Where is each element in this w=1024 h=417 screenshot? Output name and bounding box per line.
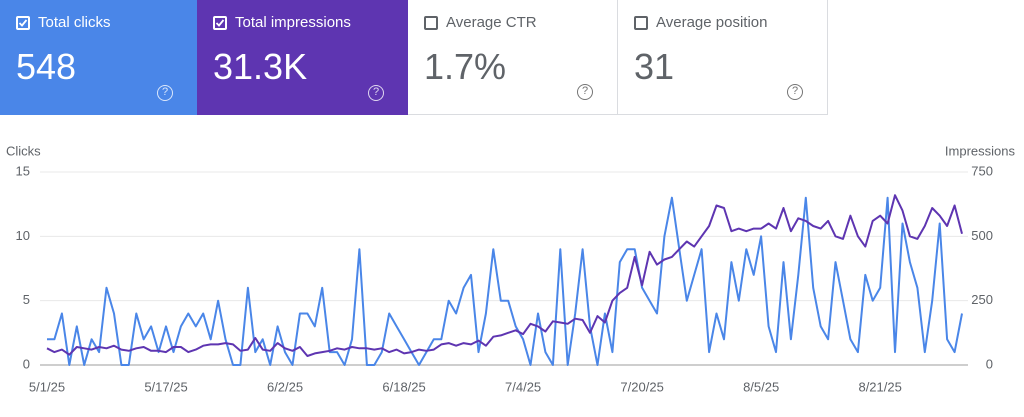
checkbox[interactable] xyxy=(424,16,438,30)
checkbox[interactable] xyxy=(634,16,648,30)
metric-card[interactable]: Average CTR 1.7%? xyxy=(408,0,618,115)
x-tick-label: 5/17/25 xyxy=(144,379,187,394)
metric-cards: Total clicks 548? Total impressions 31.3K? A… xyxy=(0,0,828,115)
help-icon[interactable]: ? xyxy=(577,84,593,100)
x-tick-label: 6/18/25 xyxy=(382,379,425,394)
metric-label: Total clicks xyxy=(38,14,111,31)
help-icon[interactable]: ? xyxy=(787,84,803,100)
metric-label: Average CTR xyxy=(446,14,537,31)
help-icon[interactable]: ? xyxy=(157,85,173,101)
metric-value: 31 xyxy=(634,46,675,87)
checkbox[interactable] xyxy=(213,16,227,30)
line-series xyxy=(46,194,963,357)
metric-value: 548 xyxy=(16,46,77,87)
x-tick-label: 5/1/25 xyxy=(29,379,65,394)
metric-card[interactable]: Average position 31? xyxy=(618,0,828,115)
metric-label: Total impressions xyxy=(235,14,351,31)
x-tick-label: 7/20/25 xyxy=(620,379,663,394)
x-tick-label: 8/21/25 xyxy=(858,379,901,394)
y2-tick-label: 0 xyxy=(986,356,993,371)
line-series xyxy=(47,196,963,366)
y2-tick-label: 250 xyxy=(971,292,993,307)
metric-card[interactable]: Total clicks 548? xyxy=(0,0,197,115)
y-tick-label: 0 xyxy=(23,356,30,371)
x-tick-label: 8/5/25 xyxy=(743,379,779,394)
metric-label: Average position xyxy=(656,14,768,31)
y2-tick-label: 750 xyxy=(971,163,993,178)
x-tick-label: 7/4/25 xyxy=(505,379,541,394)
y-axis-title: Clicks xyxy=(6,143,41,158)
metric-card[interactable]: Total impressions 31.3K? xyxy=(197,0,408,115)
y-tick-label: 5 xyxy=(23,292,30,307)
metric-value: 31.3K xyxy=(213,46,308,87)
x-tick-label: 6/2/25 xyxy=(267,379,303,394)
y2-axis-title: Impressions xyxy=(945,143,1016,158)
y-tick-label: 15 xyxy=(16,163,30,178)
metric-value: 1.7% xyxy=(424,46,507,87)
help-icon[interactable]: ? xyxy=(368,85,384,101)
checkbox[interactable] xyxy=(16,16,30,30)
y2-tick-label: 500 xyxy=(971,228,993,243)
y-tick-label: 10 xyxy=(16,228,30,243)
